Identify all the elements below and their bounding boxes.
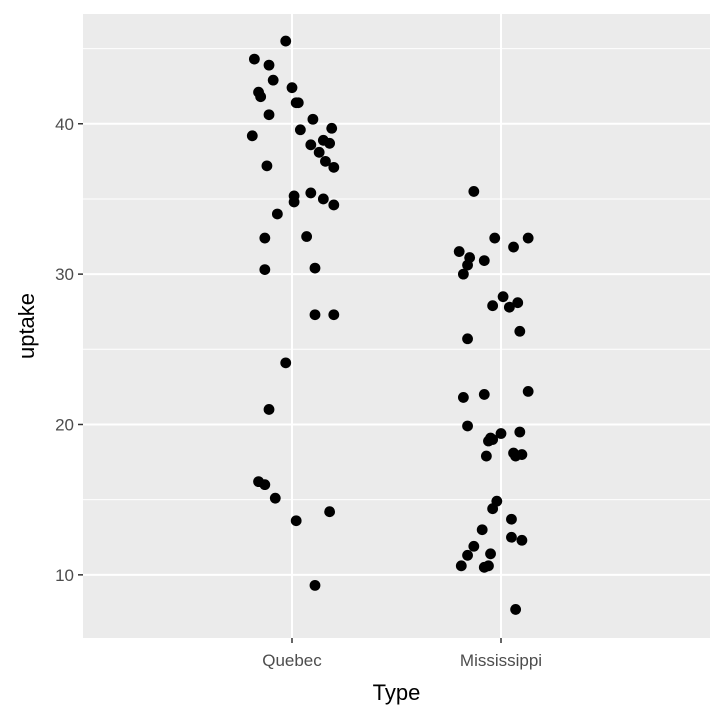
data-point	[326, 122, 338, 134]
plot-panel	[83, 14, 710, 638]
data-point	[301, 231, 313, 242]
data-point	[483, 560, 494, 572]
data-points	[246, 35, 534, 615]
data-point	[246, 130, 258, 142]
data-point	[309, 309, 321, 321]
data-point	[324, 137, 336, 149]
data-point	[516, 449, 528, 460]
data-point	[480, 450, 492, 462]
data-point	[263, 59, 275, 71]
data-point	[309, 579, 321, 591]
data-point	[510, 604, 522, 615]
data-point	[307, 113, 319, 125]
data-point	[506, 513, 517, 525]
data-point	[476, 524, 488, 536]
data-point	[305, 139, 317, 151]
data-point	[462, 333, 473, 345]
data-point	[328, 199, 340, 211]
data-point	[320, 155, 331, 167]
data-point	[328, 309, 340, 321]
y-tick-label: 10	[55, 566, 74, 585]
data-point	[495, 428, 507, 439]
data-point	[280, 35, 292, 47]
data-point	[478, 389, 490, 400]
data-point	[503, 301, 515, 313]
data-point	[324, 506, 336, 518]
data-point	[487, 300, 499, 312]
data-point	[453, 246, 465, 257]
data-point	[522, 232, 534, 244]
y-axis-title: uptake	[14, 293, 39, 359]
data-point	[512, 297, 524, 309]
data-point	[280, 357, 292, 369]
data-point	[457, 268, 469, 280]
data-point	[269, 492, 281, 504]
x-tick-label: Mississippi	[460, 651, 542, 670]
data-point	[468, 540, 480, 552]
data-point	[487, 503, 499, 515]
x-axis: Quebec Mississippi	[262, 638, 542, 670]
data-point	[462, 259, 473, 271]
data-point	[462, 549, 473, 561]
data-point	[313, 146, 325, 158]
data-point	[317, 193, 329, 205]
y-tick-label: 20	[55, 415, 74, 434]
data-point	[259, 264, 271, 276]
data-point	[489, 232, 501, 244]
data-point	[516, 534, 528, 546]
data-point	[259, 232, 271, 244]
data-point	[288, 196, 300, 208]
data-point	[508, 241, 519, 253]
data-point	[255, 91, 267, 103]
data-point	[455, 560, 467, 572]
y-tick-label: 40	[55, 115, 74, 134]
data-point	[497, 291, 509, 303]
data-point	[514, 426, 526, 438]
data-point	[485, 548, 496, 560]
data-point	[259, 479, 271, 491]
x-axis-title: Type	[373, 680, 421, 705]
data-point	[267, 74, 279, 86]
data-point	[478, 255, 490, 266]
data-point	[290, 515, 302, 527]
data-point	[462, 420, 473, 432]
y-axis: 10 20 30 40	[55, 115, 83, 585]
data-point	[506, 531, 517, 543]
data-point	[248, 53, 260, 65]
data-point	[457, 392, 469, 403]
data-point	[263, 109, 275, 121]
data-point	[514, 325, 526, 337]
data-point	[468, 186, 480, 197]
data-point	[292, 97, 304, 109]
data-point	[271, 208, 283, 220]
data-point	[263, 404, 275, 415]
data-point	[328, 161, 340, 173]
data-point	[522, 386, 534, 397]
data-point	[305, 187, 317, 199]
y-tick-label: 30	[55, 265, 74, 284]
grid-lines	[83, 14, 710, 638]
data-point	[286, 82, 298, 94]
data-point	[309, 262, 321, 274]
data-point	[294, 124, 306, 136]
data-point	[261, 160, 273, 172]
x-tick-label: Quebec	[262, 651, 322, 670]
data-point	[487, 434, 499, 445]
